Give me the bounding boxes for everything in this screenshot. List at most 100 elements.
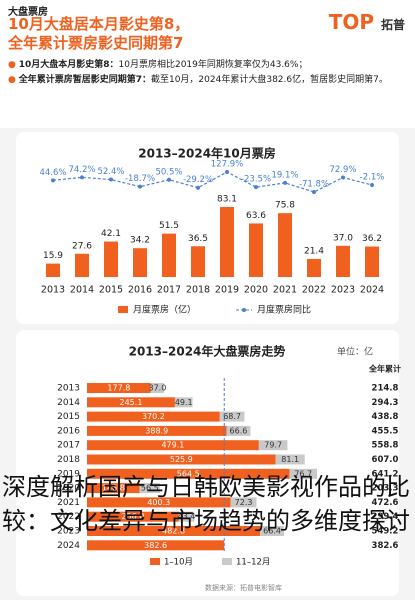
bar	[150, 383, 165, 393]
chart-title: 2013–2024年10月票房	[138, 146, 276, 161]
total-label: 203.3	[372, 484, 399, 494]
y-tick-label: 2015	[57, 412, 80, 422]
bullet: ● 全年累计票房暂居影史同期第7：截至10月，2024年累计大盘382.6亿，暂…	[8, 75, 388, 85]
value-label: 76.7	[294, 469, 312, 478]
line-label: -18.7%	[125, 174, 155, 184]
bar	[278, 213, 292, 277]
bar	[87, 383, 151, 393]
bullet-text: 截至10月，2024年累计大盘382.6亿，暂居影史同期第7。	[150, 75, 388, 85]
value-label: 36.5	[188, 234, 208, 244]
bar	[258, 440, 288, 451]
point	[80, 175, 84, 180]
bar	[87, 526, 261, 536]
line-label: 127.9%	[211, 160, 243, 170]
x-tick-label: 2022	[302, 285, 326, 296]
bar	[104, 241, 118, 277]
value-label: 63.6	[246, 211, 266, 221]
title: 10月大盘居本月影史第8， 全年累计票房影史同期第7	[8, 15, 189, 53]
point	[283, 180, 287, 185]
y-tick-label: 2013	[57, 384, 80, 394]
total-label: 214.8	[372, 384, 399, 394]
legend-label: 月度票房（亿）	[133, 304, 196, 316]
value-label: 177.8	[107, 384, 130, 393]
x-tick-label: 2023	[331, 285, 355, 296]
value-label: 66.6	[230, 426, 248, 435]
value-label: 43.4	[178, 512, 196, 521]
title-line: 全年累计票房影史同期第7	[8, 34, 184, 52]
logo: TOP 拓普	[329, 10, 405, 34]
x-tick-label: 2016	[128, 285, 152, 296]
point	[109, 177, 113, 182]
bar	[46, 263, 60, 277]
value-label: 34.2	[130, 236, 150, 246]
value-label: 51.5	[159, 221, 179, 231]
bar	[220, 207, 234, 277]
x-tick-label: 2020	[244, 285, 268, 296]
point	[196, 185, 200, 190]
x-tick-label: 2024	[360, 285, 384, 296]
legend-label: 1–10月	[164, 558, 193, 568]
point	[138, 184, 142, 189]
total-label: 382.6	[372, 541, 399, 551]
y-tick-label: 2023	[57, 527, 80, 537]
x-tick-label: 2018	[186, 285, 210, 296]
logo-text: TOP	[328, 10, 375, 34]
value-label: 256.0	[121, 512, 144, 521]
value-label: 49.1	[175, 398, 193, 407]
bar	[275, 454, 305, 465]
bar	[365, 246, 379, 277]
value-label: 79.7	[264, 441, 282, 450]
value-label: 479.1	[161, 441, 184, 450]
total-label: 299.4	[372, 512, 399, 522]
point	[167, 177, 171, 182]
line-label: 74.2%	[68, 165, 95, 175]
point	[341, 175, 345, 180]
bullet-text: 10月票房相比2019年同期恢复率仅为43.6%；	[118, 60, 308, 70]
y-tick-label: 2020	[57, 484, 80, 494]
y-tick-label: 2019	[57, 469, 80, 479]
x-tick-label: 2014	[70, 285, 94, 296]
bar	[191, 246, 205, 277]
value-label: 68.7	[223, 412, 241, 421]
value-label: 37.0	[149, 384, 167, 393]
bar	[87, 468, 290, 479]
logo-sub: 拓普	[380, 18, 405, 32]
y-tick-label: 2014	[57, 398, 80, 408]
bar	[230, 497, 257, 508]
legend-label: 月度票房同比	[257, 304, 311, 316]
point	[225, 170, 229, 174]
value-label: 382.6	[144, 541, 167, 550]
line-label: -71.8%	[299, 180, 329, 190]
bar	[87, 397, 175, 408]
line-label: 19.1%	[271, 170, 298, 180]
bullets: ● 10月大盘本月影史第8：10月票房相比2019年同期恢复率仅为43.6%； …	[8, 58, 406, 88]
bar	[87, 483, 140, 494]
value-label: 388.9	[145, 426, 168, 435]
legend-swatch	[242, 308, 246, 312]
unit-label: 单位：亿	[337, 346, 373, 358]
value-label: 21.4	[304, 246, 324, 256]
value-label: 66.4	[263, 527, 281, 536]
value-label: 83.1	[217, 195, 237, 205]
column-header: 全年累计	[368, 364, 401, 374]
point	[51, 178, 55, 183]
y-tick-label: 2021	[57, 498, 80, 508]
value-label: 81.1	[281, 455, 299, 464]
chart-title: 2013–2024年大盘票房走势	[129, 344, 286, 359]
value-label: 56.5	[141, 484, 159, 493]
bar	[178, 511, 195, 522]
bar	[219, 411, 245, 422]
total-label: 607.0	[372, 455, 399, 465]
total-label: 641.2	[372, 469, 399, 479]
legend-swatch	[150, 558, 160, 565]
value-label: 75.8	[275, 201, 295, 211]
header-bg	[0, 0, 415, 128]
total-label: 558.8	[372, 441, 399, 451]
caption: 深度解析国产与日韩欧美影视作品的比较：文化差异与市场趋势的多维度探讨	[2, 473, 410, 535]
point	[254, 185, 258, 190]
point	[370, 183, 374, 188]
bar	[87, 454, 276, 465]
legend-swatch	[222, 558, 232, 565]
bar	[174, 397, 193, 408]
